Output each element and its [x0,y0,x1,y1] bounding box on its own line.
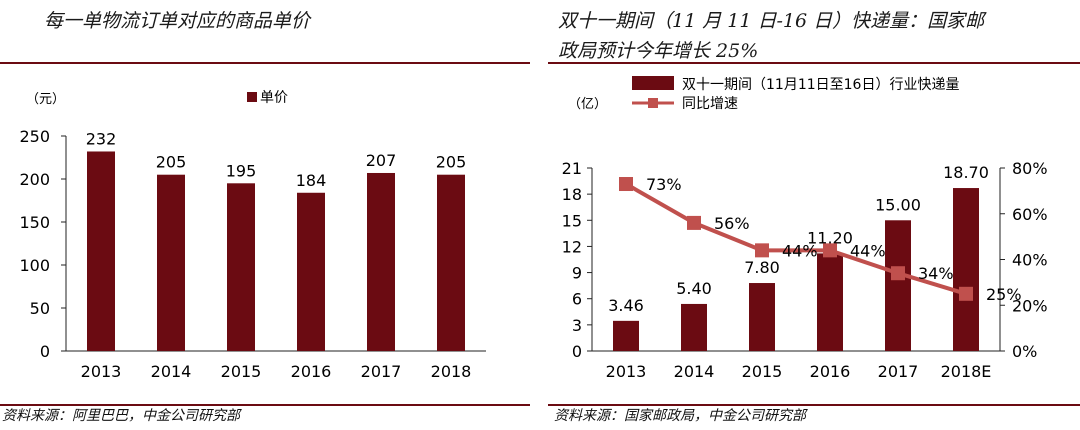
y2-tick-label: 60% [1012,205,1048,224]
price-bar [157,174,185,351]
right-chart-panel: 双十一期间（11 月 11 日-16 日）快递量：国家邮 政局预计今年增长 25… [548,0,1080,430]
volume-data-label: 5.40 [676,279,712,298]
price-data-label: 184 [296,171,327,190]
volume-bar [749,283,775,351]
y2-tick-label: 40% [1012,251,1048,270]
y-tick-label: 6 [572,290,582,309]
y-tick-label: 150 [19,213,50,232]
y-tick-label: 9 [572,264,582,283]
volume-data-label: 18.70 [943,163,989,182]
x-tick-label: 2013 [81,362,122,381]
legend-swatch-price [247,92,257,102]
y-axis-unit: （亿） [568,97,607,112]
price-data-label: 205 [156,153,187,172]
y-tick-label: 50 [30,299,50,318]
title-rule [548,62,1080,64]
y-axis-unit: （元） [26,92,65,107]
x-tick-label: 2016 [291,362,332,381]
volume-bar [885,220,911,351]
left-chart-panel: 每一单物流订单对应的商品单价 （元） 单价 0 50 100 150 200 250 232 20… [0,0,530,430]
x-tick-label: 2016 [810,362,851,381]
legend-label-price: 单价 [260,90,288,106]
volume-data-label: 11.20 [807,228,853,247]
price-bar [437,174,465,351]
y-tick-label: 250 [19,127,50,146]
x-tick-label: 2015 [221,362,262,381]
volume-data-label: 3.46 [608,296,644,315]
price-bar [87,151,115,351]
title-rule [0,62,530,64]
growth-rate-point [687,215,701,230]
price-bar [367,172,395,351]
y-tick-label: 21 [562,159,582,178]
price-data-label: 232 [86,129,117,148]
source-rule [548,404,1080,406]
growth-rate-point [959,286,973,301]
y-tick-label: 3 [572,316,582,335]
price-data-label: 205 [436,153,467,172]
legend-label-growth: 同比增速 [682,96,738,112]
volume-data-label: 7.80 [744,258,780,277]
chart-title: 每一单物流订单对应的商品单价 [44,10,311,32]
source-rule [0,404,530,406]
legend-marker-growth [648,98,658,108]
x-tick-label: 2017 [361,362,402,381]
y-tick-label: 0 [572,342,582,361]
legend-label-volume: 双十一期间（11月11日至16日）行业快递量 [682,77,959,93]
x-tick-label: 2018E [941,362,992,381]
volume-bar [953,188,979,351]
unit-price-bar-chart: （元） 单价 0 50 100 150 200 250 232 2013 205 2014 195 201… [19,90,486,381]
y-tick-label: 0 [40,342,50,361]
growth-rate-point [619,177,633,192]
y2-tick-label: 80% [1012,159,1048,178]
growth-rate-point [823,243,837,258]
growth-data-label: 44% [850,241,886,260]
y2-tick-label: 20% [1012,296,1048,315]
chart-title: 双十一期间（11 月 11 日-16 日）快递量：国家邮 政局预计今年增长 25… [558,6,1038,66]
chart-title-line-1: 双十一期间（11 月 11 日-16 日）快递量：国家邮 [558,10,985,32]
price-data-label: 195 [226,161,257,180]
volume-data-label: 15.00 [875,195,921,214]
growth-rate-point [891,266,905,281]
source-note: 资料来源：国家邮政局，中金公司研究部 [554,408,806,424]
x-tick-label: 2018 [431,362,472,381]
legend-swatch-volume [632,76,674,90]
y-tick-label: 200 [19,170,50,189]
growth-data-label: 73% [646,175,682,194]
x-tick-label: 2013 [606,362,647,381]
y-tick-label: 12 [562,237,582,256]
x-tick-label: 2014 [674,362,715,381]
volume-bar [817,253,843,351]
growth-data-label: 44% [782,241,818,260]
growth-rate-point [755,243,769,258]
growth-data-label: 56% [714,214,750,233]
source-note: 资料来源：阿里巴巴，中金公司研究部 [2,408,240,424]
chart-title-line-2: 政局预计今年增长 25% [558,40,759,62]
x-tick-label: 2017 [878,362,919,381]
x-tick-label: 2015 [742,362,783,381]
price-bar [297,192,325,351]
y-tick-label: 100 [19,256,50,275]
growth-rate-line [625,182,967,296]
volume-bar [613,320,639,351]
volume-bar [681,303,707,351]
price-bar [227,183,255,351]
y2-tick-label: 0% [1012,342,1037,361]
growth-data-label: 34% [918,264,954,283]
y-tick-label: 18 [562,185,582,204]
y-tick-label: 15 [562,211,582,230]
price-data-label: 207 [366,151,397,170]
growth-data-label: 25% [986,285,1022,304]
x-tick-label: 2014 [151,362,192,381]
